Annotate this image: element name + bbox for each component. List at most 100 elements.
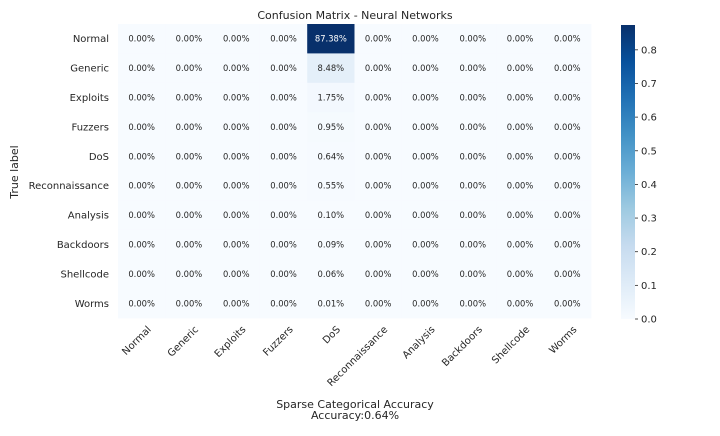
heatmap-cell [118, 112, 166, 142]
cell-value-label: 0.00% [270, 181, 297, 191]
column-label-analysis: Analysis [401, 324, 438, 361]
heatmap-cell [449, 53, 497, 84]
cell-value-label: 0.00% [412, 240, 439, 250]
heatmap-cell [259, 24, 308, 54]
cell-value-label: 1.75% [318, 93, 345, 103]
cell-value-label: 0.00% [459, 240, 486, 250]
cell-value-label: 0.00% [412, 210, 439, 220]
column-tick-labels: Normal Generic Exploits Fuzzers DoSReconnais… [120, 324, 579, 389]
heatmap-cell [401, 141, 450, 172]
cell-value-label: 0.00% [270, 298, 297, 308]
heatmap-cell [307, 112, 355, 142]
heatmap-cell [165, 141, 213, 172]
cell-value-label: 0.00% [128, 93, 155, 103]
heatmap-cell [496, 200, 545, 231]
heatmap-cell [259, 82, 308, 113]
row-label-backdoors: Backdoors [57, 240, 109, 251]
heatmap-cell [496, 82, 545, 113]
heatmap-cell [401, 82, 450, 113]
heatmap-cell [354, 288, 403, 319]
heatmap-cell [354, 229, 403, 260]
cell-value-label: 0.00% [128, 298, 155, 308]
heatmap-cell [401, 53, 450, 84]
heatmap-cell [449, 82, 497, 113]
cell-value-label: 0.00% [176, 210, 203, 220]
heatmap-cell [307, 288, 355, 319]
heatmap-cell [307, 82, 355, 113]
cell-value-label: 0.00% [270, 63, 297, 73]
cell-value-label: 0.00% [554, 269, 581, 279]
cell-value-label: 0.01% [318, 298, 345, 308]
heatmap-cell [496, 288, 545, 319]
heatmap-cell [118, 82, 166, 113]
cell-value-label: 0.00% [554, 298, 581, 308]
cell-value-label: 0.09% [318, 240, 345, 250]
heatmap-cell [307, 259, 355, 289]
cell-value-label: 0.00% [270, 269, 297, 279]
cell-value-label: 0.00% [412, 181, 439, 191]
heatmap-cell [212, 229, 261, 260]
colorbar-tick-label: 0.1 [641, 281, 657, 292]
heatmap-cell [496, 171, 545, 201]
cell-value-label: 0.00% [128, 34, 155, 44]
heatmap-cell [354, 200, 403, 231]
heatmap-cell [543, 53, 592, 84]
cell-value-label: 0.00% [507, 63, 534, 73]
cell-value-label: 0.00% [459, 151, 486, 161]
row-label-normal: Normal [73, 34, 109, 45]
heatmap-cell [307, 53, 355, 84]
heatmap-cell [212, 171, 261, 201]
column-label-backdoors: Backdoors [440, 324, 485, 369]
cell-value-label: 0.00% [412, 269, 439, 279]
heatmap-cells [118, 24, 592, 319]
cell-value-label: 0.06% [318, 269, 345, 279]
cell-value-label: 0.00% [554, 181, 581, 191]
heatmap-cell [496, 112, 545, 142]
cell-value-label: 0.95% [318, 122, 345, 132]
heatmap-cell [354, 259, 403, 289]
colorbar-tick-label: 0.2 [641, 247, 657, 258]
heatmap-cell [165, 288, 213, 319]
column-label-worms: Worms [547, 324, 579, 356]
row-label-generic: Generic [70, 64, 109, 75]
heatmap-cell [212, 200, 261, 231]
cell-value-label: 0.00% [365, 298, 392, 308]
column-label-shellcode: Shellcode [490, 324, 532, 366]
cell-value-label: 0.00% [507, 34, 534, 44]
heatmap-cell [307, 229, 355, 260]
y-axis-label: True label [8, 145, 21, 199]
colorbar-tick-label: 0.7 [641, 79, 657, 90]
heatmap-cell [165, 229, 213, 260]
cell-value-label: 0.00% [128, 240, 155, 250]
colorbar-tick-label: 0.6 [641, 113, 657, 124]
cell-value-label: 0.00% [412, 298, 439, 308]
heatmap-cell [165, 53, 213, 84]
column-label-generic: Generic [166, 324, 201, 359]
heatmap-cell [118, 53, 166, 84]
heatmap-cell [259, 53, 308, 84]
heatmap-cell [449, 141, 497, 172]
row-label-worms: Worms [75, 299, 109, 310]
cell-value-label: 87.38% [315, 34, 347, 44]
row-label-exploits: Exploits [70, 93, 109, 104]
heatmap-cell [496, 141, 545, 172]
cell-value-label: 0.00% [459, 122, 486, 132]
cell-value-label: 0.00% [223, 122, 250, 132]
cell-value-label: 0.00% [507, 122, 534, 132]
cell-value-label: 0.00% [412, 63, 439, 73]
cell-value-label: 0.00% [554, 151, 581, 161]
colorbar-tick-label: 0.3 [641, 214, 657, 225]
heatmap-cell [212, 82, 261, 113]
cell-value-label: 0.00% [176, 122, 203, 132]
x-axis-label-line-1: Sparse Categorical Accuracy [276, 398, 434, 411]
cell-value-label: 0.00% [507, 269, 534, 279]
cell-value-label: 0.00% [554, 240, 581, 250]
cell-value-label: 0.00% [459, 93, 486, 103]
cell-value-label: 0.00% [365, 151, 392, 161]
heatmap-cell [165, 200, 213, 231]
cell-value-label: 0.00% [223, 34, 250, 44]
heatmap-cell [401, 24, 450, 54]
cell-value-label: 0.00% [128, 122, 155, 132]
heatmap-cell [449, 112, 497, 142]
